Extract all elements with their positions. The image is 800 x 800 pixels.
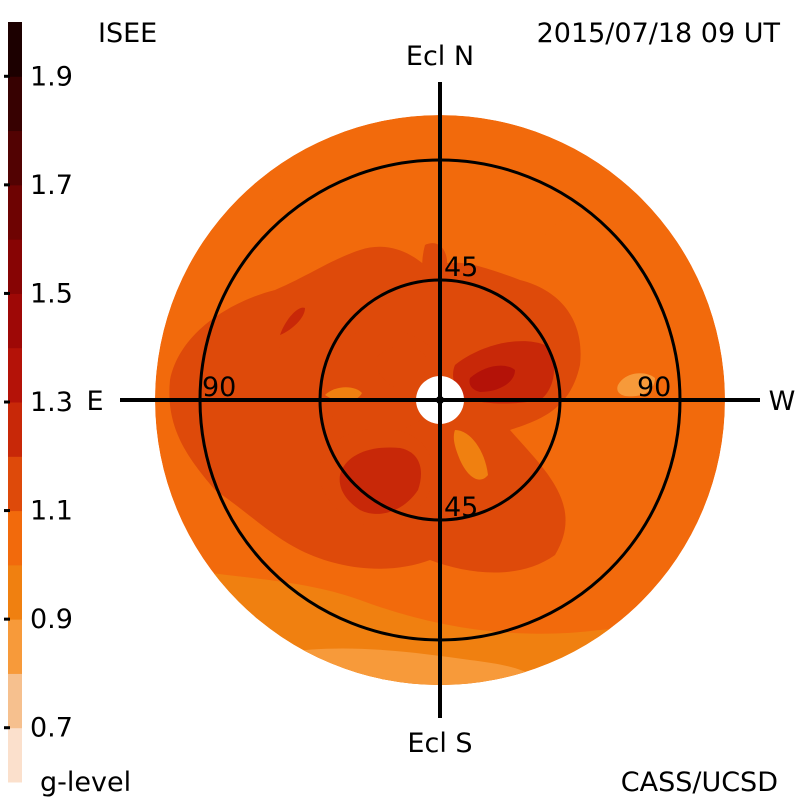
region-ring-upper-lobe (375, 345, 427, 390)
colorbar-label: g-level (40, 767, 131, 798)
colorbar-tick-label-4: 1.5 (30, 278, 73, 309)
colorbar-tick-mark-6 (4, 74, 10, 78)
timestamp-label: 2015/07/18 09 UT (537, 18, 781, 49)
colorbar-band-10 (8, 184, 22, 240)
region-east-ring-patch (325, 387, 362, 402)
south-label: Ecl S (407, 728, 472, 759)
colorbar-ticks: 0.7 0.9 1.1 1.3 1.5 1.7 1.9 (4, 61, 73, 744)
colorbar-tick-mark-5 (4, 183, 10, 187)
elongation-label-outer-right: 90 (637, 372, 671, 403)
west-label: W (769, 386, 796, 417)
colorbar (8, 22, 22, 783)
colorbar-tick-mark-3 (4, 400, 10, 404)
colorbar-tick-label-1: 0.9 (30, 604, 73, 635)
colorbar-tick-mark-1 (4, 617, 10, 621)
elongation-label-outer-left: 90 (202, 372, 236, 403)
colorbar-band-6 (8, 402, 22, 457)
region-west-of-sun-core (469, 365, 515, 392)
observatory-label: ISEE (98, 18, 157, 49)
colorbar-band-1 (8, 673, 22, 729)
colorbar-tick-label-0: 0.7 (30, 713, 73, 744)
region-upper-left-patch (255, 171, 300, 205)
colorbar-band-0 (8, 727, 22, 783)
credit-label: CASS/UCSD (621, 767, 778, 798)
colorbar-tick-mark-0 (4, 726, 10, 730)
colorbar-tick-label-6: 1.9 (30, 61, 73, 92)
colorbar-band-11 (8, 130, 22, 186)
region-south-streak (453, 430, 488, 480)
region-west-rim-patch (617, 373, 655, 397)
colorbar-band-3 (8, 564, 22, 620)
colorbar-tick-mark-2 (4, 509, 10, 513)
colorbar-band-9 (8, 239, 22, 294)
colorbar-band-13 (8, 22, 22, 77)
colorbar-band-12 (8, 76, 22, 132)
colorbar-tick-label-5: 1.7 (30, 170, 73, 201)
colorbar-tick-mark-4 (4, 291, 10, 295)
colorbar-band-4 (8, 510, 22, 566)
colorbar-tick-label-2: 1.1 (30, 496, 73, 527)
colorbar-band-8 (8, 293, 22, 349)
elongation-label-inner-bottom: 45 (444, 492, 478, 523)
region-northwest-core (280, 307, 305, 335)
north-label: Ecl N (406, 41, 474, 72)
region-southeast-core (339, 447, 421, 514)
colorbar-tick-label-3: 1.3 (30, 387, 73, 418)
elongation-label-inner-top: 45 (444, 252, 478, 283)
colorbar-band-2 (8, 619, 22, 674)
colorbar-band-7 (8, 347, 22, 403)
east-label: E (86, 386, 103, 417)
colorbar-band-5 (8, 456, 22, 512)
